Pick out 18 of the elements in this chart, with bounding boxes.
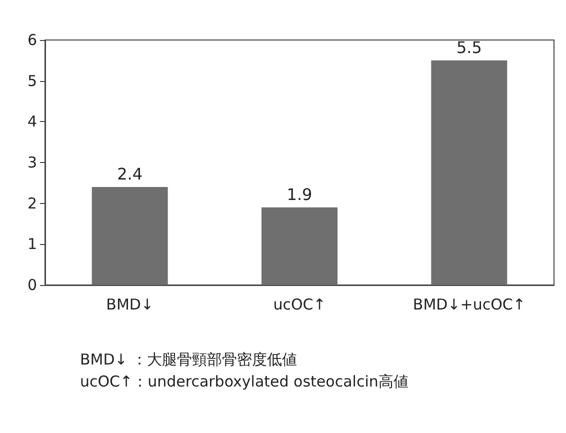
bar [431, 60, 508, 285]
text: BMD↓ ：大腿骨頸部骨密度低値 [80, 350, 298, 368]
x-tick-label: ucOC↑ [273, 296, 326, 314]
y-tick-label: 4 [27, 112, 37, 131]
bar [262, 207, 338, 285]
data-label: 1.9 [286, 184, 312, 204]
data-label: 5.5 [456, 38, 482, 57]
y-tick-label: 3 [27, 154, 37, 172]
y-tick-label: 6 [27, 31, 37, 49]
y-tick-label: 0 [27, 276, 37, 294]
text: ucOC↑：undercarboxylated osteocalcin高値 [80, 372, 408, 390]
y-tick-label: 1 [27, 235, 37, 254]
bar [92, 187, 168, 285]
y-tick-label: 5 [27, 72, 37, 90]
y-tick-label: 2 [27, 194, 37, 212]
x-tick-label: BMD↓+ucOC↑ [412, 296, 526, 314]
data-label: 2.4 [117, 164, 143, 184]
x-tick-label: BMD↓ [106, 296, 154, 314]
